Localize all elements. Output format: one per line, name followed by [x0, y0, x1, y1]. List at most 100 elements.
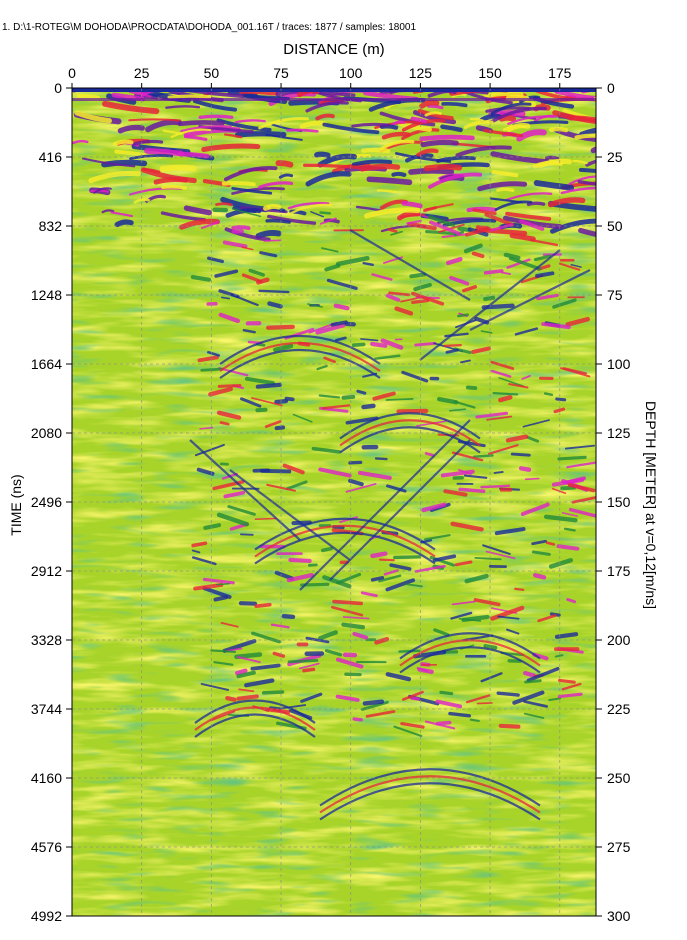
surface-reflection-streak	[117, 124, 145, 134]
reflection-streak	[191, 541, 208, 548]
reflection-streak	[206, 256, 224, 264]
y2-tick-label: 50	[607, 218, 623, 234]
reflection-streak	[208, 386, 233, 397]
reflection-streak	[444, 332, 469, 338]
reflection-streak	[483, 269, 504, 275]
surface-reflection-streak	[322, 122, 380, 135]
y-tick-label: 4160	[31, 770, 62, 786]
reflection-streak	[436, 396, 459, 405]
reflection-streak	[482, 544, 511, 555]
reflection-streak	[386, 484, 407, 493]
surface-reflection-streak	[180, 125, 232, 132]
reflection-streak	[554, 632, 579, 639]
dipping-reflector	[299, 419, 471, 591]
reflection-streak	[490, 369, 512, 378]
reflection-streak	[319, 211, 332, 215]
y-tick-label: 4992	[31, 908, 62, 924]
surface-reflection-streak	[391, 171, 407, 177]
diffraction-hyperbola	[339, 412, 481, 440]
reflection-streak	[287, 659, 319, 664]
reflection-streak	[270, 623, 290, 629]
surface-reflection-streak	[496, 187, 515, 192]
reflection-streak	[220, 296, 231, 300]
surface-reflection-streak	[317, 153, 358, 168]
surface-reflection-streak	[201, 143, 261, 153]
dipping-reflector	[469, 269, 591, 331]
reflection-streak	[274, 425, 286, 431]
reflection-streak	[251, 631, 281, 644]
y-tick-label: 832	[39, 218, 63, 234]
reflection-streak	[465, 385, 478, 391]
surface-reflection-streak	[223, 165, 278, 182]
reflection-streak	[401, 690, 424, 701]
reflection-streak	[414, 341, 437, 347]
reflection-streak	[248, 268, 265, 277]
reflection-streak	[531, 550, 551, 556]
surface-reflection-streak	[361, 147, 391, 154]
surface-reflection-streak	[463, 120, 494, 130]
reflection-streak	[541, 322, 571, 330]
surface-reflection-streak	[183, 135, 208, 141]
reflection-streak	[217, 384, 242, 388]
reflection-streak	[409, 272, 427, 279]
surface-reflection	[72, 88, 596, 92]
surface-reflection-streak	[397, 121, 432, 132]
diffraction-hyperbola	[254, 531, 436, 565]
reflection-streak	[565, 316, 590, 327]
surface-reflection-streak	[379, 124, 399, 130]
surface-reflection-streak	[131, 139, 164, 146]
reflection-streak	[394, 306, 414, 316]
reflection-streak	[570, 263, 582, 268]
reflection-streak	[318, 467, 352, 478]
reflection-streak	[254, 517, 277, 520]
surface-reflection-streak	[88, 170, 141, 184]
surface-reflection-streak	[265, 133, 303, 141]
surface-reflection-streak	[423, 164, 463, 172]
reflection-streak	[396, 408, 429, 414]
reflection-streak	[453, 400, 476, 409]
reflection-streak	[548, 558, 574, 569]
x-tick-label: 175	[548, 65, 572, 81]
surface-reflection-streak	[477, 181, 528, 192]
surface-reflection-streak	[381, 131, 411, 140]
reflection-streak	[458, 469, 472, 475]
reflection-streak	[362, 261, 374, 266]
surface-reflection-streak	[490, 151, 550, 165]
reflection-streak	[216, 512, 250, 527]
surface-reflection-streak	[258, 181, 294, 189]
reflection-streak	[463, 243, 483, 254]
diffraction-hyperbola	[219, 334, 381, 365]
reflection-streak	[498, 723, 521, 729]
reflection-streak	[323, 356, 336, 364]
reflection-streak	[500, 271, 511, 275]
surface-reflection-streak	[170, 128, 212, 139]
reflection-streak	[236, 670, 256, 679]
surface-reflection-streak	[428, 172, 483, 189]
surface-reflection-streak	[498, 114, 517, 122]
reflection-streak	[421, 502, 447, 513]
reflection-streak	[302, 667, 316, 673]
reflection-streak	[506, 628, 520, 635]
surface-reflection-streak	[177, 120, 225, 127]
reflection-streak	[490, 223, 514, 232]
reflection-streak	[370, 576, 385, 582]
reflection-streak	[463, 474, 488, 479]
reflection-streak	[284, 396, 295, 402]
surface-reflection-streak	[585, 159, 596, 167]
reflection-streak	[543, 514, 578, 523]
reflection-streak	[218, 312, 241, 324]
reflection-streak	[490, 360, 515, 370]
reflection-streak	[458, 617, 482, 622]
reflection-streak	[315, 323, 346, 335]
surface-reflection-streak	[351, 122, 390, 128]
reflection-streak	[445, 348, 459, 354]
y-tick-label: 2080	[31, 425, 62, 441]
reflection-streak	[512, 690, 545, 705]
reflection-streak	[543, 392, 554, 396]
reflection-streak	[458, 487, 486, 494]
reflection-streak	[255, 407, 268, 413]
y2-tick-label: 250	[607, 770, 631, 786]
reflection-streak	[307, 303, 323, 308]
surface-reflection-streak	[76, 93, 101, 101]
